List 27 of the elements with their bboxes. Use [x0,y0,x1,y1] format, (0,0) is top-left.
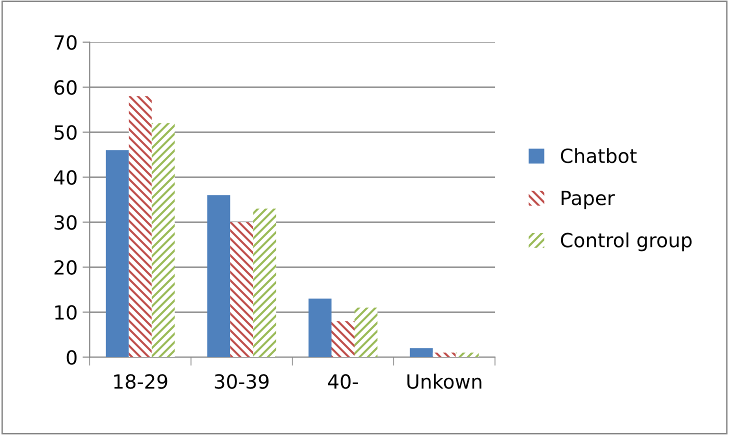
bar [308,298,332,358]
bar [456,352,479,358]
bar [152,123,175,358]
bar [230,222,254,358]
bar [432,352,456,358]
legend-label: Paper [562,190,615,210]
bar [332,321,354,358]
bar [253,208,276,358]
x-tick-label: 18-29 [114,374,168,389]
legend-label: Control group [560,232,692,252]
y-tick-label: 10 [55,305,77,320]
y-tick-label: 20 [54,260,77,275]
y-tick-label: 50 [54,125,77,140]
bar [410,348,433,358]
x-tick-label: 40- [328,374,358,389]
bar [128,96,152,358]
bar [106,150,129,358]
y-tick-label: 0 [66,350,77,365]
legend-label: Chatbot [560,148,637,164]
x-tick-label: 30-39 [214,374,269,389]
y-tick-label: 30 [54,215,77,230]
y-tick-label: 40 [54,170,77,185]
bar [207,195,230,358]
bar [354,308,378,358]
y-tick-label: 70 [54,35,77,50]
x-tick-label: Unkown [407,374,482,389]
y-tick-label: 60 [54,80,77,95]
